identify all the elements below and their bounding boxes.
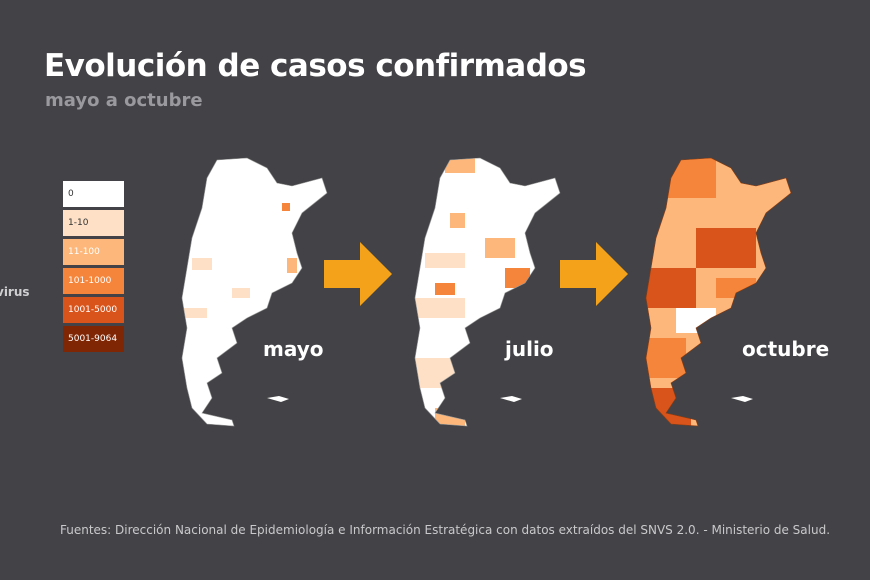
map-label: julio [505, 337, 554, 361]
source: Fuentes: Dirección Nacional de Epidemiol… [59, 523, 831, 537]
legend-item: 11-100 [63, 239, 124, 265]
legend-item: 5001-9064 [63, 326, 124, 352]
map-julio [414, 157, 561, 427]
map-octubre [645, 157, 792, 427]
arrow [560, 242, 628, 306]
title: Evolución de casos confirmados [44, 48, 587, 84]
map-label: octubre [742, 337, 830, 361]
edge-text: virus [0, 285, 30, 299]
subtitle: mayo a octubre [45, 90, 203, 111]
legend-item: 1001-5000 [63, 297, 124, 323]
legend-item: 101-1000 [63, 268, 124, 294]
legend-item: 1-10 [63, 210, 124, 236]
legend-item: 0 [63, 181, 124, 207]
arrow [324, 242, 392, 306]
map-label: mayo [263, 337, 324, 361]
map-mayo [181, 157, 328, 427]
legend: 0 1-10 11-100 101-1000 1001-5000 5001-90… [63, 181, 124, 355]
